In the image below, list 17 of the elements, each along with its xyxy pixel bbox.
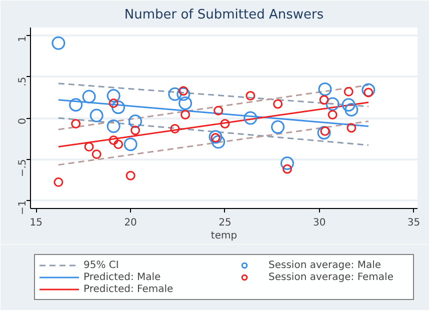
- legend-label: Predicted: Male: [84, 271, 162, 283]
- y-tick-label: −.5: [18, 159, 28, 178]
- x-tick-label: 30: [312, 218, 326, 228]
- legend-label: Predicted: Female: [84, 283, 174, 295]
- y-tick-label: 0: [18, 118, 28, 124]
- y-tick-label: −1: [18, 200, 28, 216]
- x-tick-label: 25: [218, 218, 232, 228]
- chart-title: Number of Submitted Answers: [124, 8, 324, 22]
- legend-label: 95% CI: [84, 259, 120, 271]
- x-tick-label: 15: [30, 218, 43, 228]
- x-tick-label: 35: [407, 218, 420, 228]
- legend-label: Session average: Female: [268, 271, 394, 283]
- x-tick-label: 20: [124, 218, 137, 228]
- x-axis-title: temp: [210, 230, 238, 242]
- y-tick-label: .5: [18, 76, 28, 86]
- legend-label: Session average: Male: [268, 259, 382, 271]
- y-tick-label: 1: [18, 36, 28, 42]
